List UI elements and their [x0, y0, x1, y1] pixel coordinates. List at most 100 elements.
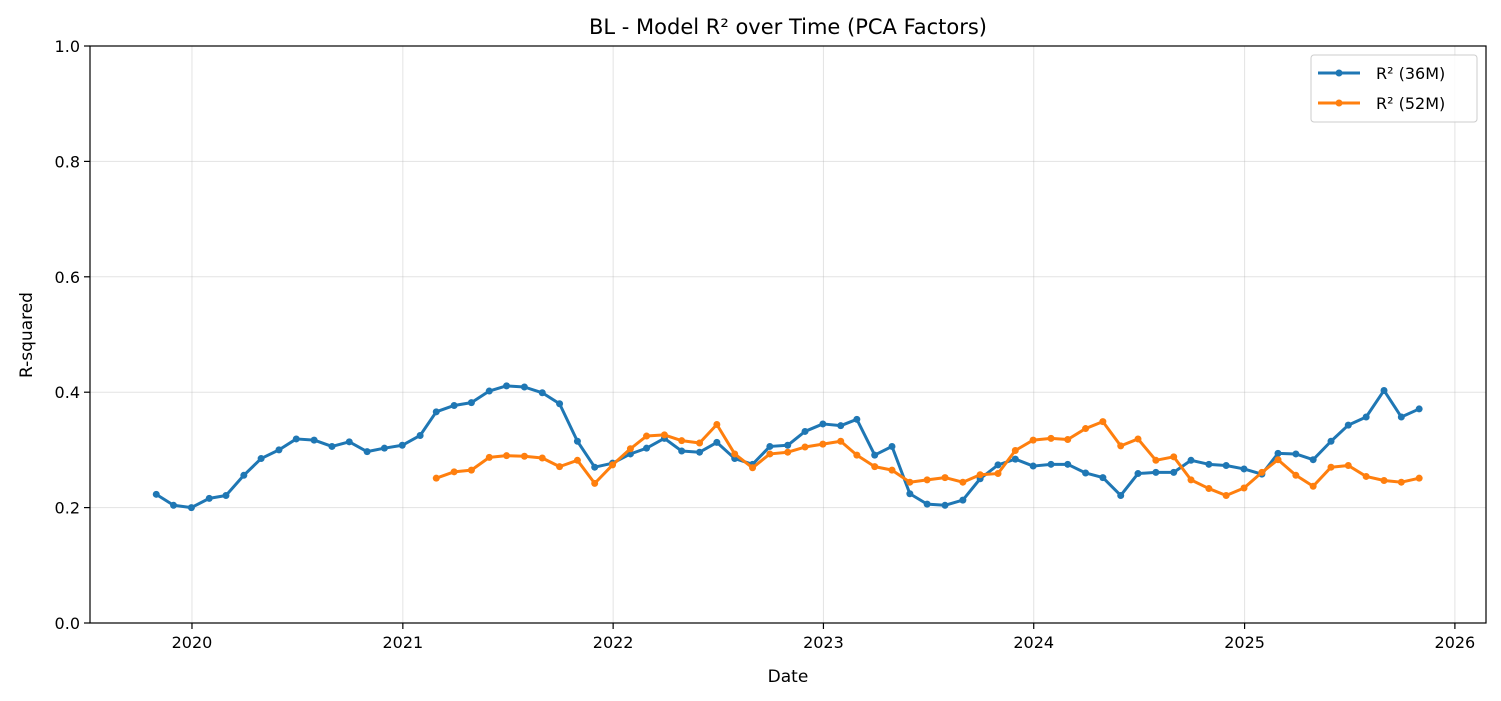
- data-point: [871, 463, 879, 471]
- data-point: [923, 500, 931, 508]
- series-layer: [152, 382, 1423, 512]
- data-point: [1099, 418, 1107, 426]
- data-point: [1258, 468, 1266, 476]
- data-point: [976, 471, 984, 479]
- data-point: [467, 466, 475, 474]
- data-point: [1011, 446, 1019, 454]
- data-point: [994, 470, 1002, 478]
- data-point: [485, 387, 493, 395]
- data-point: [538, 389, 546, 397]
- data-point: [959, 478, 967, 486]
- y-tick-label: 1.0: [55, 37, 80, 56]
- data-point: [801, 427, 809, 435]
- data-point: [432, 408, 440, 416]
- data-point: [573, 456, 581, 464]
- data-point: [784, 441, 792, 449]
- data-point: [240, 471, 248, 479]
- data-point: [1047, 460, 1055, 468]
- data-point: [1380, 386, 1388, 394]
- data-point: [310, 436, 318, 444]
- data-point: [1397, 478, 1405, 486]
- data-point: [1380, 476, 1388, 484]
- data-point: [170, 501, 178, 509]
- data-point: [450, 401, 458, 409]
- chart-title: BL - Model R² over Time (PCA Factors): [589, 15, 987, 39]
- y-tick-label: 0.8: [55, 152, 80, 171]
- x-tick-label: 2022: [593, 633, 634, 652]
- data-point: [888, 466, 896, 474]
- data-point: [591, 479, 599, 487]
- data-point: [1274, 456, 1282, 464]
- data-point: [837, 437, 845, 445]
- x-tick-label: 2023: [803, 633, 844, 652]
- data-point: [1327, 437, 1335, 445]
- y-tick-label: 0.6: [55, 268, 80, 287]
- data-point: [1205, 460, 1213, 468]
- data-point: [923, 476, 931, 484]
- data-point: [345, 438, 353, 446]
- data-point: [853, 451, 861, 459]
- data-point: [784, 448, 792, 456]
- y-tick-label: 0.0: [55, 614, 80, 633]
- data-point: [626, 445, 634, 453]
- data-point: [837, 422, 845, 430]
- data-point: [520, 383, 528, 391]
- data-point: [292, 435, 300, 443]
- data-point: [1187, 476, 1195, 484]
- data-point: [1222, 491, 1230, 499]
- data-point: [731, 450, 739, 458]
- axis-ticks: 0.0 0.2 0.4 0.6 0.8 1.0 2020 2021 2022 2023 2024 20…: [55, 37, 1476, 652]
- data-point: [749, 464, 757, 472]
- x-tick-label: 2020: [172, 633, 213, 652]
- legend: R² (36M) R² (52M): [1310, 54, 1478, 123]
- data-point: [643, 444, 651, 452]
- data-point: [1064, 436, 1072, 444]
- data-point: [819, 420, 827, 428]
- plot-area-frame: [89, 45, 1487, 624]
- data-point: [1415, 474, 1423, 482]
- y-tick-label: 0.4: [55, 383, 80, 402]
- data-point: [328, 442, 336, 450]
- data-point: [1029, 462, 1037, 470]
- data-point: [1011, 455, 1019, 463]
- data-point: [1362, 472, 1370, 480]
- data-point: [363, 448, 371, 456]
- data-point: [187, 504, 195, 512]
- data-point: [467, 399, 475, 407]
- data-point: [871, 451, 879, 459]
- series-1: [432, 418, 1423, 499]
- data-point: [503, 382, 511, 390]
- data-point: [1152, 456, 1160, 464]
- data-point: [766, 442, 774, 450]
- data-point: [1240, 465, 1248, 473]
- data-point: [1362, 413, 1370, 421]
- data-point: [556, 400, 564, 408]
- data-point: [257, 455, 265, 463]
- x-tick-label: 2025: [1224, 633, 1265, 652]
- data-point: [222, 491, 230, 499]
- data-point: [959, 496, 967, 504]
- data-point: [678, 437, 686, 445]
- data-point: [906, 490, 914, 498]
- data-point: [1205, 485, 1213, 493]
- data-point: [1170, 453, 1178, 461]
- data-point: [696, 439, 704, 447]
- x-tick-label: 2024: [1013, 633, 1054, 652]
- data-point: [503, 452, 511, 460]
- data-point: [1292, 471, 1300, 479]
- data-point: [853, 415, 861, 423]
- data-point: [1117, 442, 1125, 450]
- data-point: [1187, 456, 1195, 464]
- data-point: [941, 474, 949, 482]
- data-point: [432, 474, 440, 482]
- y-tick-label: 0.2: [55, 499, 80, 518]
- data-point: [1274, 449, 1282, 457]
- legend-marker-r2-52m: [1335, 99, 1343, 107]
- data-point: [1327, 463, 1335, 471]
- data-point: [1397, 413, 1405, 421]
- data-point: [713, 438, 721, 446]
- data-point: [819, 440, 827, 448]
- x-tick-label: 2021: [382, 633, 423, 652]
